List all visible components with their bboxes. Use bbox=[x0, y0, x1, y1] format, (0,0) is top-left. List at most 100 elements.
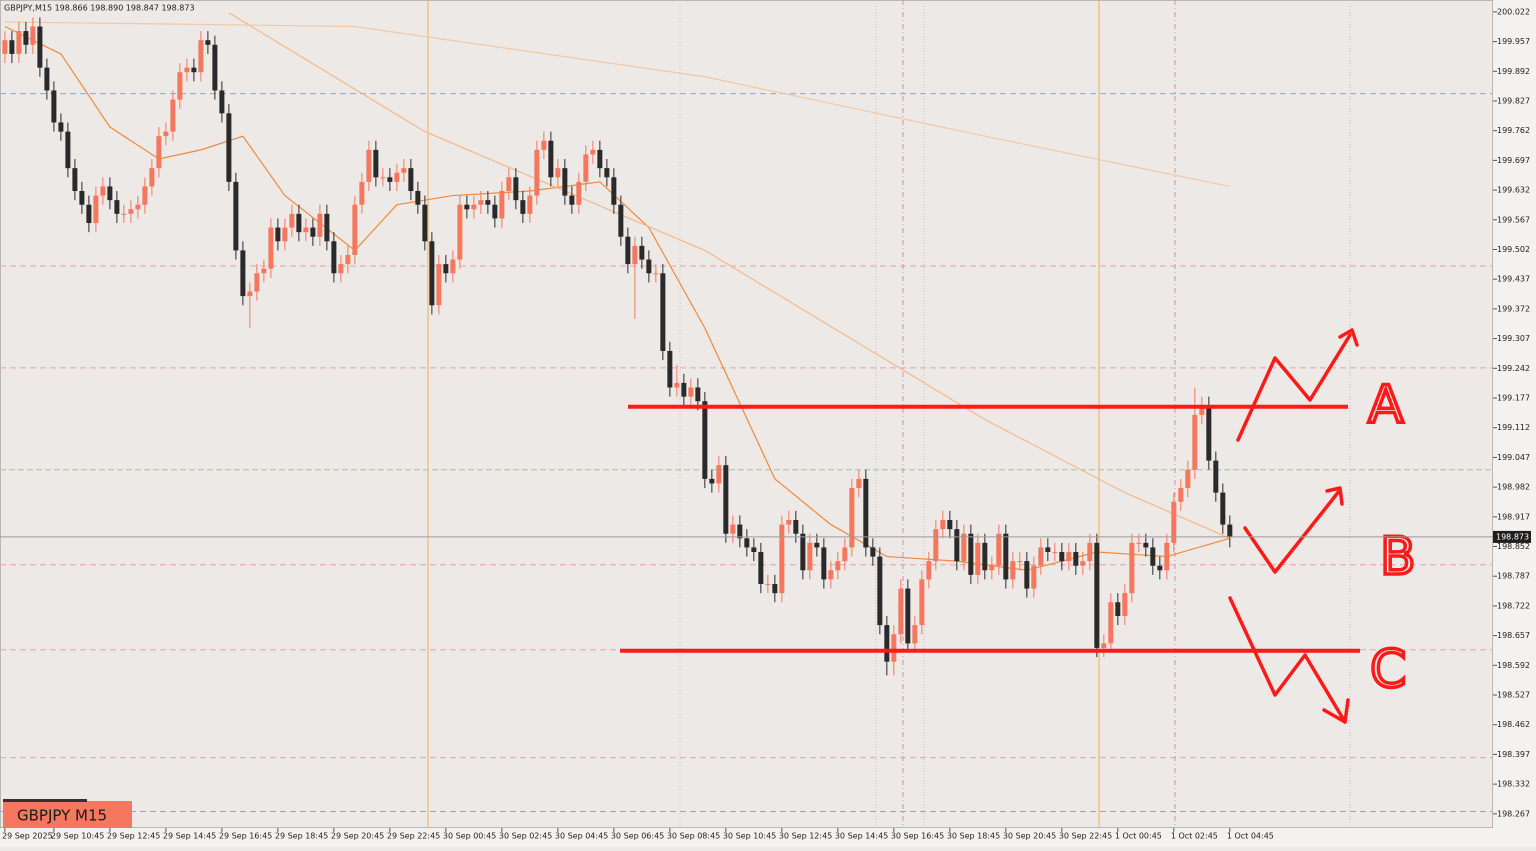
candle-body bbox=[1192, 414, 1198, 470]
candle-body bbox=[842, 547, 848, 562]
y-tick-label: 198.332 bbox=[1497, 780, 1530, 789]
candle-body bbox=[891, 634, 897, 662]
x-tick-label: 30 Sep 16:45 bbox=[891, 832, 944, 841]
annotation: C bbox=[1370, 640, 1406, 700]
candle-body bbox=[506, 177, 512, 192]
candle-body bbox=[737, 524, 743, 539]
series-layer bbox=[0, 12, 1493, 813]
candle-body bbox=[79, 191, 85, 205]
candle-body bbox=[667, 350, 673, 388]
y-tick-label: 199.762 bbox=[1497, 126, 1530, 135]
candle-body bbox=[226, 113, 232, 182]
x-tick-label: 30 Sep 06:45 bbox=[611, 832, 664, 841]
candle-body bbox=[772, 583, 778, 594]
candle-body bbox=[968, 533, 974, 575]
candle-body bbox=[359, 181, 365, 205]
candle-body bbox=[86, 204, 92, 223]
candle-body bbox=[240, 250, 246, 297]
candle-body bbox=[513, 177, 519, 201]
candle-body bbox=[65, 131, 71, 169]
candle-body bbox=[618, 204, 624, 237]
x-tick-label: 29 Sep 18:45 bbox=[275, 832, 328, 841]
candle-body bbox=[1157, 565, 1163, 571]
candle-body bbox=[289, 213, 295, 228]
candle-body bbox=[415, 191, 421, 205]
candle-body bbox=[317, 213, 323, 237]
candle-body bbox=[1024, 561, 1030, 589]
candle-body bbox=[856, 478, 862, 489]
y-tick-label: 199.242 bbox=[1497, 364, 1530, 373]
candle-body bbox=[492, 204, 498, 219]
candle-body bbox=[912, 625, 918, 644]
candle-body bbox=[527, 195, 533, 214]
y-tick-label: 198.462 bbox=[1497, 720, 1530, 729]
y-tick-label: 199.827 bbox=[1497, 96, 1530, 105]
y-tick-label: 198.527 bbox=[1497, 691, 1530, 700]
candle-body bbox=[632, 245, 638, 265]
candle-body bbox=[1213, 460, 1219, 493]
x-tick-label: 29 Sep 10:45 bbox=[51, 832, 104, 841]
x-tick-label: 30 Sep 00:45 bbox=[443, 832, 496, 841]
candle-body bbox=[170, 99, 176, 132]
candle-body bbox=[1199, 405, 1205, 415]
candle-body bbox=[247, 291, 253, 297]
candle-body bbox=[940, 520, 946, 530]
candle-body bbox=[1227, 524, 1233, 537]
candle-body bbox=[436, 264, 442, 306]
arrow-b bbox=[1243, 488, 1342, 574]
y-tick-label: 199.437 bbox=[1497, 275, 1530, 284]
separators bbox=[427, 0, 1351, 828]
candle-body bbox=[1003, 533, 1009, 580]
candle-body bbox=[1185, 469, 1191, 489]
candle-body bbox=[639, 245, 645, 260]
candle-body bbox=[142, 186, 148, 205]
candle-body bbox=[1115, 602, 1121, 616]
indicator-line bbox=[4, 21, 1230, 188]
y-tick-label: 199.047 bbox=[1497, 453, 1530, 462]
y-tick-label: 199.502 bbox=[1497, 245, 1530, 254]
candle-body bbox=[723, 465, 729, 534]
candle-body bbox=[716, 465, 722, 484]
candle-body bbox=[1087, 542, 1093, 562]
candle-body bbox=[597, 149, 603, 169]
y-tick-label: 198.917 bbox=[1497, 512, 1530, 521]
x-tick-label: 1 Oct 00:45 bbox=[1115, 832, 1162, 841]
x-tick-label: 30 Sep 22:45 bbox=[1059, 832, 1112, 841]
candle-body bbox=[163, 131, 169, 137]
x-tick-label: 29 Sep 16:45 bbox=[219, 832, 272, 841]
candle-body bbox=[660, 273, 666, 351]
candle-body bbox=[646, 259, 652, 274]
candle-body bbox=[877, 556, 883, 626]
y-tick-label: 198.657 bbox=[1497, 631, 1530, 640]
candle-body bbox=[611, 177, 617, 205]
candle-body bbox=[499, 191, 505, 219]
candle-body bbox=[9, 40, 15, 54]
y-tick-label: 200.022 bbox=[1497, 7, 1530, 16]
candle-body bbox=[345, 254, 351, 265]
candle-body bbox=[1031, 565, 1037, 589]
x-tick-label: 30 Sep 12:45 bbox=[779, 832, 832, 841]
indicator-line bbox=[228, 12, 1231, 539]
x-tick-label: 30 Sep 14:45 bbox=[835, 832, 888, 841]
candle-body bbox=[254, 273, 260, 292]
x-tick-label: 29 Sep 2025 bbox=[2, 832, 53, 841]
candle-body bbox=[1220, 492, 1226, 525]
candle-body bbox=[219, 90, 225, 114]
plot-area bbox=[0, 0, 1494, 829]
candle-body bbox=[905, 588, 911, 644]
x-tick-label: 29 Sep 22:45 bbox=[387, 832, 440, 841]
candle-body bbox=[534, 149, 540, 196]
candle-body bbox=[1017, 561, 1023, 563]
candle-body bbox=[730, 524, 736, 534]
candle-body bbox=[408, 168, 414, 192]
time-scale bbox=[0, 828, 1493, 847]
arrow-head bbox=[1338, 328, 1359, 347]
candle-body bbox=[380, 177, 386, 179]
candle-body bbox=[548, 140, 554, 178]
x-tick-label: 30 Sep 10:45 bbox=[723, 832, 776, 841]
y-tick-label: 199.632 bbox=[1497, 186, 1530, 195]
candle-body bbox=[1073, 552, 1079, 566]
candle-body bbox=[58, 122, 64, 132]
candle-body bbox=[625, 236, 631, 265]
candle-body bbox=[702, 401, 708, 479]
